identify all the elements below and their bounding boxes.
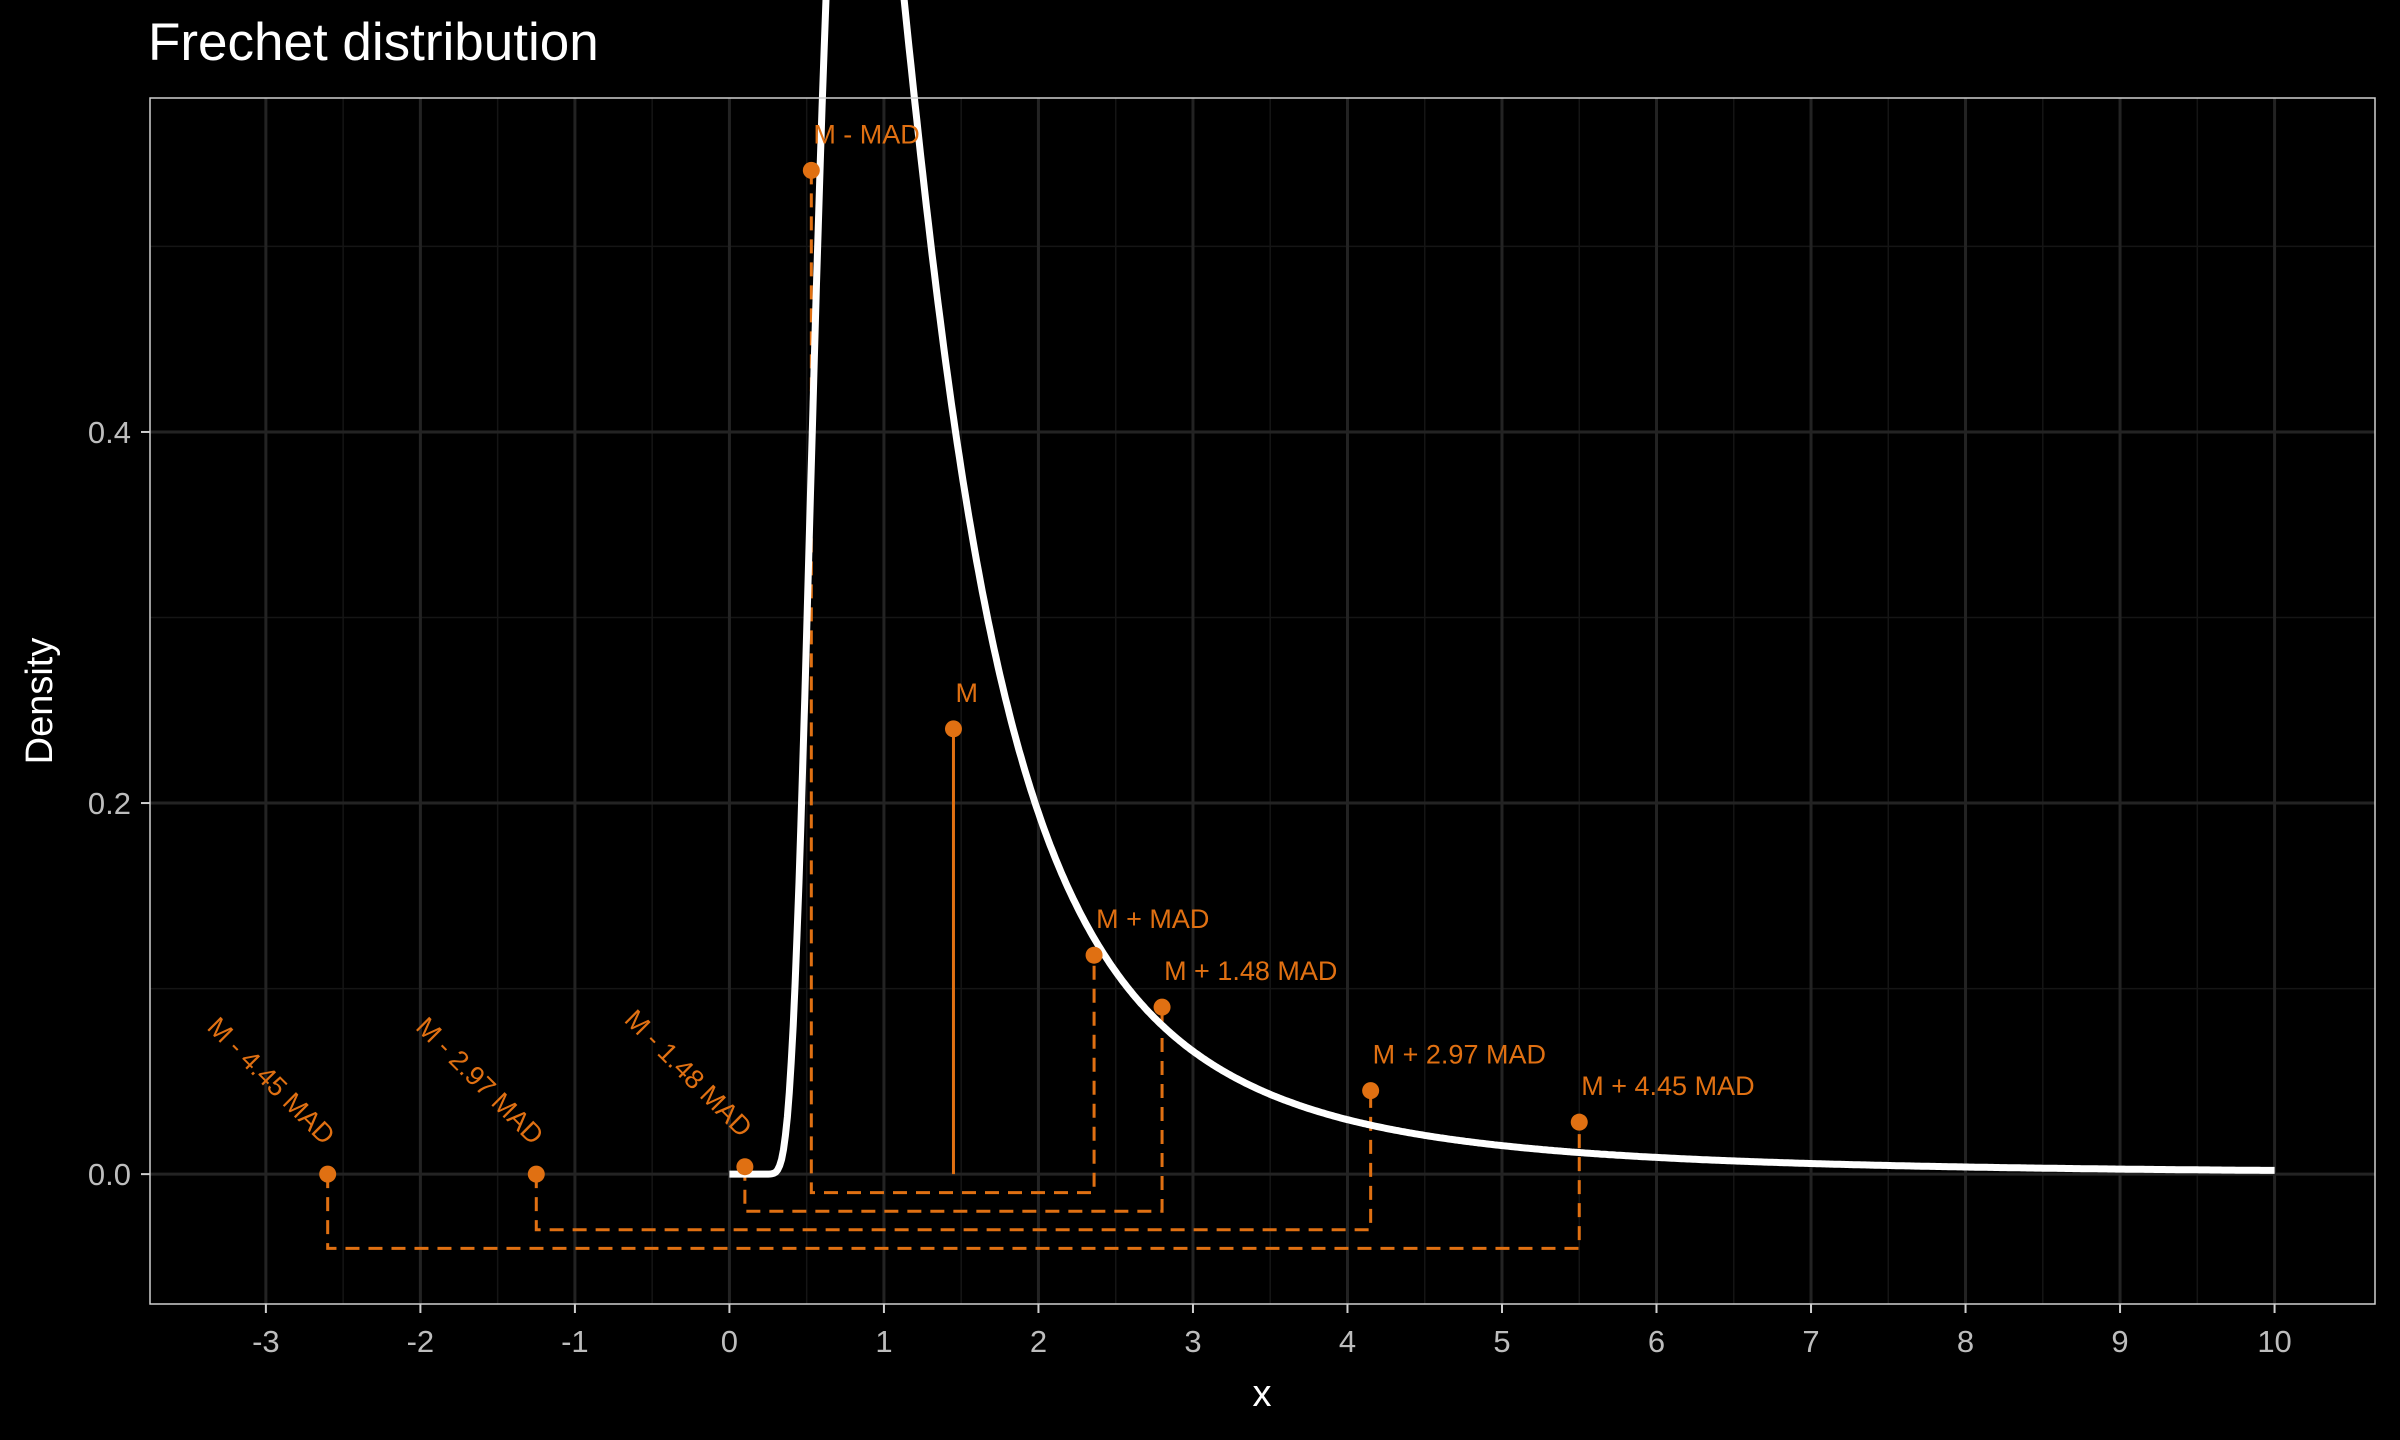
y-tick-label: 0.2 — [88, 786, 131, 821]
label-m: M — [955, 678, 978, 708]
point-m-plus-4-45-mad — [1570, 1113, 1588, 1131]
x-tick-label: 8 — [1957, 1324, 1974, 1359]
bracket-m-4-45-mad-to-m-plus-4-45-mad — [326, 1122, 1581, 1250]
label-m-mad: M - MAD — [813, 119, 919, 149]
point-m-mad — [802, 161, 820, 179]
x-tick-label: 2 — [1030, 1324, 1047, 1359]
x-tick-label: 1 — [875, 1324, 892, 1359]
label-m-plus-4-45-mad: M + 4.45 MAD — [1581, 1071, 1754, 1101]
point-m-2-97-mad — [527, 1165, 545, 1183]
y-axis-ticks: 0.0 0.2 0.4 — [88, 415, 150, 1192]
x-tick-label: 0 — [721, 1324, 738, 1359]
label-m-plus-1-48-mad: M + 1.48 MAD — [1164, 956, 1337, 986]
x-tick-label: -2 — [407, 1324, 435, 1359]
x-axis-ticks: -3 -2 -1 0 1 2 3 4 5 6 7 8 9 10 — [252, 1304, 2292, 1359]
x-tick-label: -3 — [252, 1324, 280, 1359]
y-axis-title: Density — [19, 638, 61, 765]
point-m-plus-1-48-mad — [1153, 998, 1171, 1016]
panel-border — [149, 97, 2376, 1305]
bracket-m-2-97-mad-to-m-plus-2-97-mad — [534, 1090, 1373, 1232]
grid — [150, 98, 2375, 1304]
x-tick-label: 5 — [1493, 1324, 1510, 1359]
x-tick-label: 10 — [2257, 1324, 2291, 1359]
bracket-m-mad-to-m-plus-mad — [809, 170, 1096, 1195]
label-m-plus-2-97-mad: M + 2.97 MAD — [1373, 1040, 1546, 1070]
chart-title: Frechet distribution — [148, 13, 599, 72]
y-tick-label: 0.4 — [88, 415, 131, 450]
bracket-lines — [326, 170, 1581, 1250]
point-m-1-48-mad — [736, 1158, 754, 1176]
point-m-plus-mad — [1085, 946, 1103, 964]
point-m-4-45-mad — [319, 1165, 337, 1183]
x-tick-label: 4 — [1339, 1324, 1356, 1359]
point-m-plus-2-97-mad — [1362, 1082, 1380, 1100]
point-m — [944, 720, 962, 738]
label-m-plus-mad: M + MAD — [1096, 904, 1209, 934]
bracket-m-1-48-mad-to-m-plus-1-48-mad — [743, 1007, 1164, 1213]
x-tick-label: 7 — [1802, 1324, 1819, 1359]
x-tick-label: 6 — [1648, 1324, 1665, 1359]
y-tick-label: 0.0 — [88, 1157, 131, 1192]
density-curve-group — [727, 0, 2277, 1178]
x-tick-label: 9 — [2111, 1324, 2128, 1359]
x-axis-title: x — [1253, 1373, 1272, 1415]
x-tick-label: 3 — [1184, 1324, 1201, 1359]
density-curve — [727, 0, 2277, 1178]
x-tick-label: -1 — [561, 1324, 589, 1359]
